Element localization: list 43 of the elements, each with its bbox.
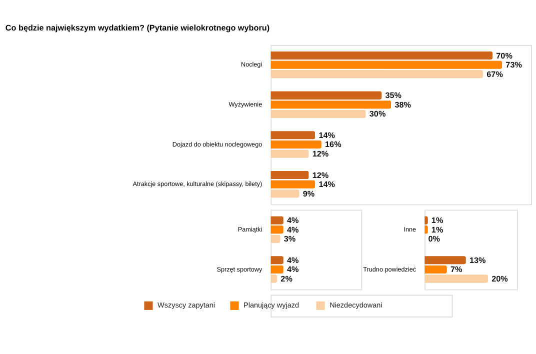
bar (270, 131, 316, 140)
bar (270, 100, 392, 109)
bar (270, 51, 493, 60)
bar (270, 150, 309, 158)
bar (270, 91, 382, 100)
data-label: 30% (369, 110, 386, 119)
data-label: 4% (287, 256, 300, 265)
bar (270, 180, 316, 188)
data-label: 70% (496, 51, 514, 60)
data-label: 4% (287, 225, 300, 234)
bar (424, 274, 488, 283)
data-label: 14% (318, 180, 336, 190)
data-label: 1% (431, 225, 444, 234)
legend-label: Planujący wyjazd (244, 300, 300, 310)
data-label: 9% (302, 189, 316, 198)
data-label: 7% (450, 265, 463, 274)
data-label: 3% (284, 234, 296, 244)
data-label: 4% (287, 216, 300, 226)
bar (424, 265, 447, 274)
data-label: 0% (428, 234, 441, 244)
bar (270, 60, 502, 69)
bar (424, 256, 466, 264)
data-label: 2% (280, 274, 294, 284)
data-label: 12% (312, 150, 330, 159)
data-label: 1% (431, 216, 444, 226)
legend-label: Wszyscy zapytani (158, 300, 216, 310)
data-label: 12% (312, 170, 330, 180)
legend-label: Niezdecydowani (330, 300, 383, 310)
data-label: 16% (325, 140, 342, 150)
data-label: 14% (318, 130, 336, 140)
text: Co będzie największym wydatkiem? (Pytanie wielokrotnego wyboru) (5, 23, 270, 32)
bar (270, 140, 322, 149)
data-label: 20% (492, 274, 509, 284)
data-label: 13% (469, 256, 486, 265)
data-label: 38% (394, 100, 412, 110)
data-label: 73% (506, 60, 523, 70)
data-label: 67% (486, 70, 504, 79)
data-label: 4% (287, 265, 300, 274)
bar (270, 110, 366, 118)
data-label: 35% (385, 91, 402, 100)
bar (270, 170, 309, 180)
bar (270, 70, 484, 78)
bar (270, 190, 300, 198)
